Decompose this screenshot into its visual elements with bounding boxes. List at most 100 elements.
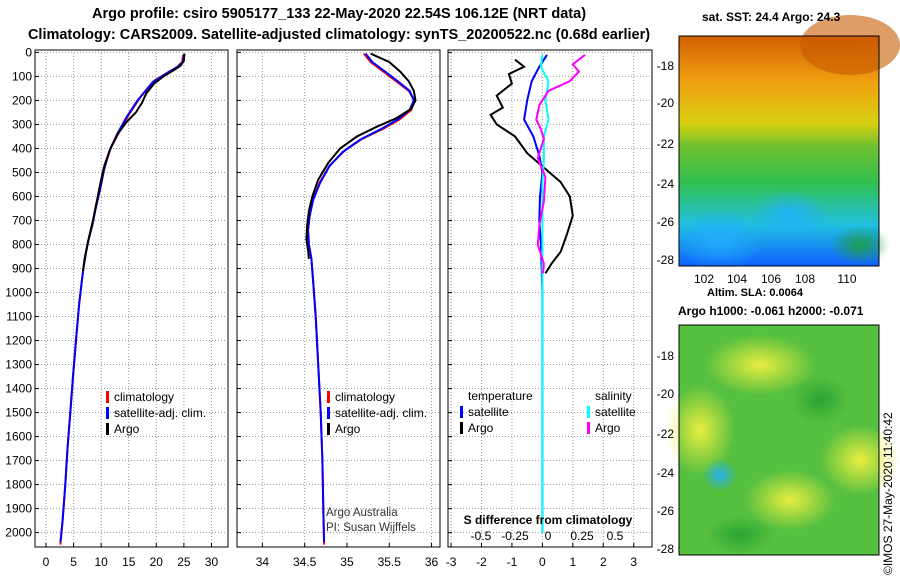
temperature-legend: climatology satellite-adj. clim. Argo	[106, 390, 206, 436]
x-tick-label: -2	[476, 555, 487, 569]
lat-tick: -22	[657, 427, 675, 441]
x-tick-label: 35.5	[378, 555, 402, 569]
series-line-climatology	[306, 52, 416, 545]
y-tick-label: 1300	[5, 358, 32, 372]
temperature-plot-frame	[34, 49, 229, 548]
legend-swatch-climatology	[327, 391, 330, 403]
lat-tick: -28	[657, 253, 675, 267]
title-line-1: Argo profile: csiro 5905177_133 22-May-2…	[91, 6, 587, 22]
legend-group-salinity: salinity	[595, 389, 632, 403]
x-tick-label: 2	[600, 555, 607, 569]
y-tick-label: 1100	[6, 310, 32, 324]
y-tick-label: 1800	[5, 478, 32, 492]
x-tick-label: 25	[177, 555, 191, 569]
legend-sal-satellite: satellite	[595, 405, 636, 419]
series-line-argo	[305, 52, 417, 259]
lat-tick: -22	[657, 137, 675, 151]
legend-swatch-satellite	[327, 407, 330, 419]
s-tick: -0.25	[501, 529, 529, 543]
sst-lat-ticks: -18 -20 -22 -24 -26 -28	[657, 59, 675, 267]
legend-swatch-satellite	[106, 407, 109, 419]
legend-swatch-temp-argo	[460, 422, 463, 434]
lat-tick: -28	[657, 542, 675, 556]
x-tick-label: 10	[94, 555, 108, 569]
legend-argo: Argo	[335, 422, 361, 436]
y-tick-label: 1000	[5, 285, 32, 299]
x-tick-label: 30	[205, 555, 219, 569]
sst-lon-ticks: 102 104 106 108 110	[694, 272, 857, 286]
y-tick-label: 1700	[5, 454, 32, 468]
x-tick-label: 3	[630, 555, 637, 569]
legend-argo: Argo	[114, 422, 140, 436]
lon-tick: 106	[761, 272, 781, 286]
sla-label: Altim. SLA: 0.0064	[707, 287, 804, 299]
legend-temp-satellite: satellite	[468, 405, 509, 419]
lon-tick: 104	[727, 272, 747, 286]
series-line-argo	[82, 53, 186, 272]
difference-legend: temperature salinity satellite Argo sate…	[460, 389, 636, 435]
legend-satellite-adj: satellite-adj. clim.	[114, 406, 206, 420]
legend-swatch-sal-argo	[587, 422, 590, 434]
y-tick-label: 2000	[5, 526, 32, 540]
y-tick-label: 0	[25, 45, 32, 59]
lat-tick: -18	[657, 59, 675, 73]
x-tick-label: 0	[539, 555, 546, 569]
credit-text: Argo Australia	[326, 507, 398, 519]
legend-group-temperature: temperature	[468, 389, 533, 403]
copyright-stamp: ©IMOS 27-May-2020 11:40:42	[881, 412, 895, 575]
y-tick-label: 1400	[5, 382, 32, 396]
legend-temp-argo: Argo	[468, 421, 494, 435]
x-tick-label: -3	[446, 555, 457, 569]
y-tick-label: 900	[12, 261, 32, 275]
y-tick-label: 1900	[5, 502, 32, 516]
s-difference-axis-label: S difference from climatology	[464, 513, 633, 527]
x-tick-label: 36	[425, 555, 439, 569]
s-tick: 0	[545, 529, 552, 543]
legend-swatch-temp-satellite	[460, 406, 463, 418]
sst-title: sat. SST: 24.4 Argo: 24.3	[702, 10, 841, 24]
sla-map	[665, 324, 900, 556]
y-tick-label: 100	[12, 69, 32, 83]
y-tick-label: 200	[12, 93, 32, 107]
y-tick-label: 800	[12, 237, 32, 251]
y-tick-label: 400	[12, 141, 32, 155]
legend-swatch-argo	[327, 423, 330, 435]
salinity-legend: climatology satellite-adj. clim. Argo	[327, 390, 427, 436]
lat-tick: -18	[657, 349, 675, 363]
legend-sal-argo: Argo	[595, 421, 621, 435]
lat-tick: -24	[657, 466, 675, 480]
y-tick-label: 1500	[5, 406, 32, 420]
series-line-salinity-argo	[535, 54, 586, 274]
x-tick-label: 5	[70, 555, 77, 569]
lat-tick: -24	[657, 177, 675, 191]
lat-tick: -20	[657, 387, 675, 401]
y-tick-label: 600	[12, 189, 32, 203]
sla-lat-ticks: -18 -20 -22 -24 -26 -28	[657, 349, 675, 556]
x-tick-label: -1	[507, 555, 518, 569]
x-tick-label: 0	[43, 555, 50, 569]
salinity-plot-frame	[236, 49, 441, 548]
series-line-temperature-argo	[489, 58, 574, 274]
pi-text: PI: Susan Wijffels	[326, 522, 416, 534]
legend-climatology: climatology	[114, 390, 174, 404]
lat-tick: -26	[657, 215, 675, 229]
legend-satellite-adj: satellite-adj. clim.	[335, 406, 427, 420]
s-tick: 0.25	[570, 529, 594, 543]
legend-climatology: climatology	[335, 390, 395, 404]
s-difference-ticks: -0.5 -0.25 0 0.25 0.5	[471, 529, 624, 543]
lon-tick: 110	[837, 272, 856, 286]
s-tick: 0.5	[607, 529, 624, 543]
x-tick-label: 1	[569, 555, 576, 569]
series-line-satellite-adj-clim-	[306, 52, 415, 543]
sst-map	[675, 15, 900, 270]
y-tick-label: 500	[12, 165, 32, 179]
x-tick-label: 15	[122, 555, 136, 569]
lat-tick: -20	[657, 96, 675, 110]
lat-tick: -26	[657, 504, 675, 518]
y-tick-label: 1200	[5, 334, 32, 348]
lon-tick: 108	[795, 272, 815, 286]
legend-swatch-climatology	[106, 391, 109, 403]
legend-swatch-argo	[106, 423, 109, 435]
lon-tick: 102	[694, 272, 714, 286]
